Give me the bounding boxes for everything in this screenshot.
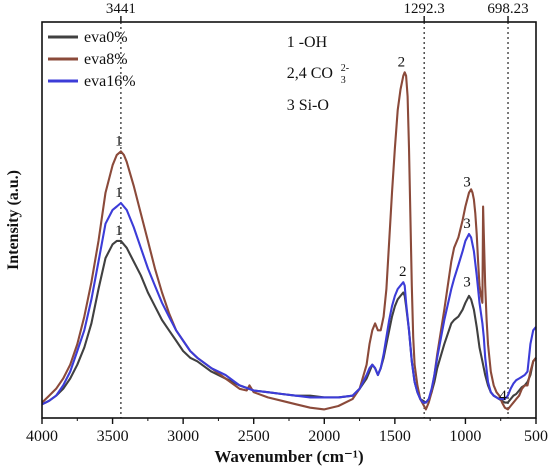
- top-axis-ticks: [120, 16, 509, 22]
- reference-line-labels: 3441 1292.3 698.23: [106, 1, 529, 17]
- peak-label: 2: [399, 264, 407, 280]
- y-axis-title: Intensity (a.u.): [5, 170, 22, 270]
- peak-label: 1: [115, 185, 123, 201]
- series-line: [41, 239, 537, 406]
- band-assignments: 1 -OH 2,4 CO 2-3 3 Si-O: [287, 34, 349, 114]
- x-tick-label: 2500: [238, 428, 270, 445]
- assignment-co3-superscript: 2-: [341, 63, 349, 74]
- reference-line-label: 698.23: [487, 1, 528, 17]
- assignment-oh: 1 -OH: [287, 34, 328, 51]
- x-tick-label: 1500: [379, 428, 411, 445]
- x-axis-ticks: 4000 3500 3000 2500 2000 1500 1000 500: [26, 418, 548, 445]
- peak-label: 2: [398, 54, 406, 70]
- peak-label: 3: [463, 175, 471, 191]
- assignment-co3: 2,4 CO: [287, 65, 333, 82]
- x-tick-label: 1000: [449, 428, 481, 445]
- peak-label: 1: [115, 133, 123, 149]
- series-line: [41, 71, 537, 411]
- reference-line-label: 1292.3: [404, 1, 445, 17]
- x-tick-label: 2000: [308, 428, 340, 445]
- peak-labels: 1 1 1 2 2 3 3 3 4: [115, 54, 507, 404]
- peak-label: 3: [463, 274, 471, 290]
- x-tick-label: 500: [524, 428, 548, 445]
- legend-label: eva0%: [84, 29, 128, 46]
- legend: eva0% eva8% eva16%: [48, 29, 136, 90]
- peak-label: 1: [115, 223, 123, 239]
- legend-label: eva16%: [84, 73, 136, 90]
- x-tick-label: 3000: [167, 428, 199, 445]
- x-tick-label: 3500: [97, 428, 129, 445]
- peak-label: 4: [499, 388, 507, 404]
- x-axis-title: Wavenumber (cm⁻¹): [214, 447, 363, 466]
- assignment-co3-subscript: 3: [341, 75, 346, 86]
- reference-line-label: 3441: [106, 1, 136, 17]
- x-tick-label: 4000: [26, 428, 58, 445]
- legend-label: eva8%: [84, 51, 128, 68]
- series-line: [41, 201, 537, 406]
- assignment-sio: 3 Si-O: [287, 97, 329, 114]
- series-layer: [41, 71, 537, 411]
- reference-lines: [120, 22, 509, 418]
- peak-label: 3: [463, 216, 471, 232]
